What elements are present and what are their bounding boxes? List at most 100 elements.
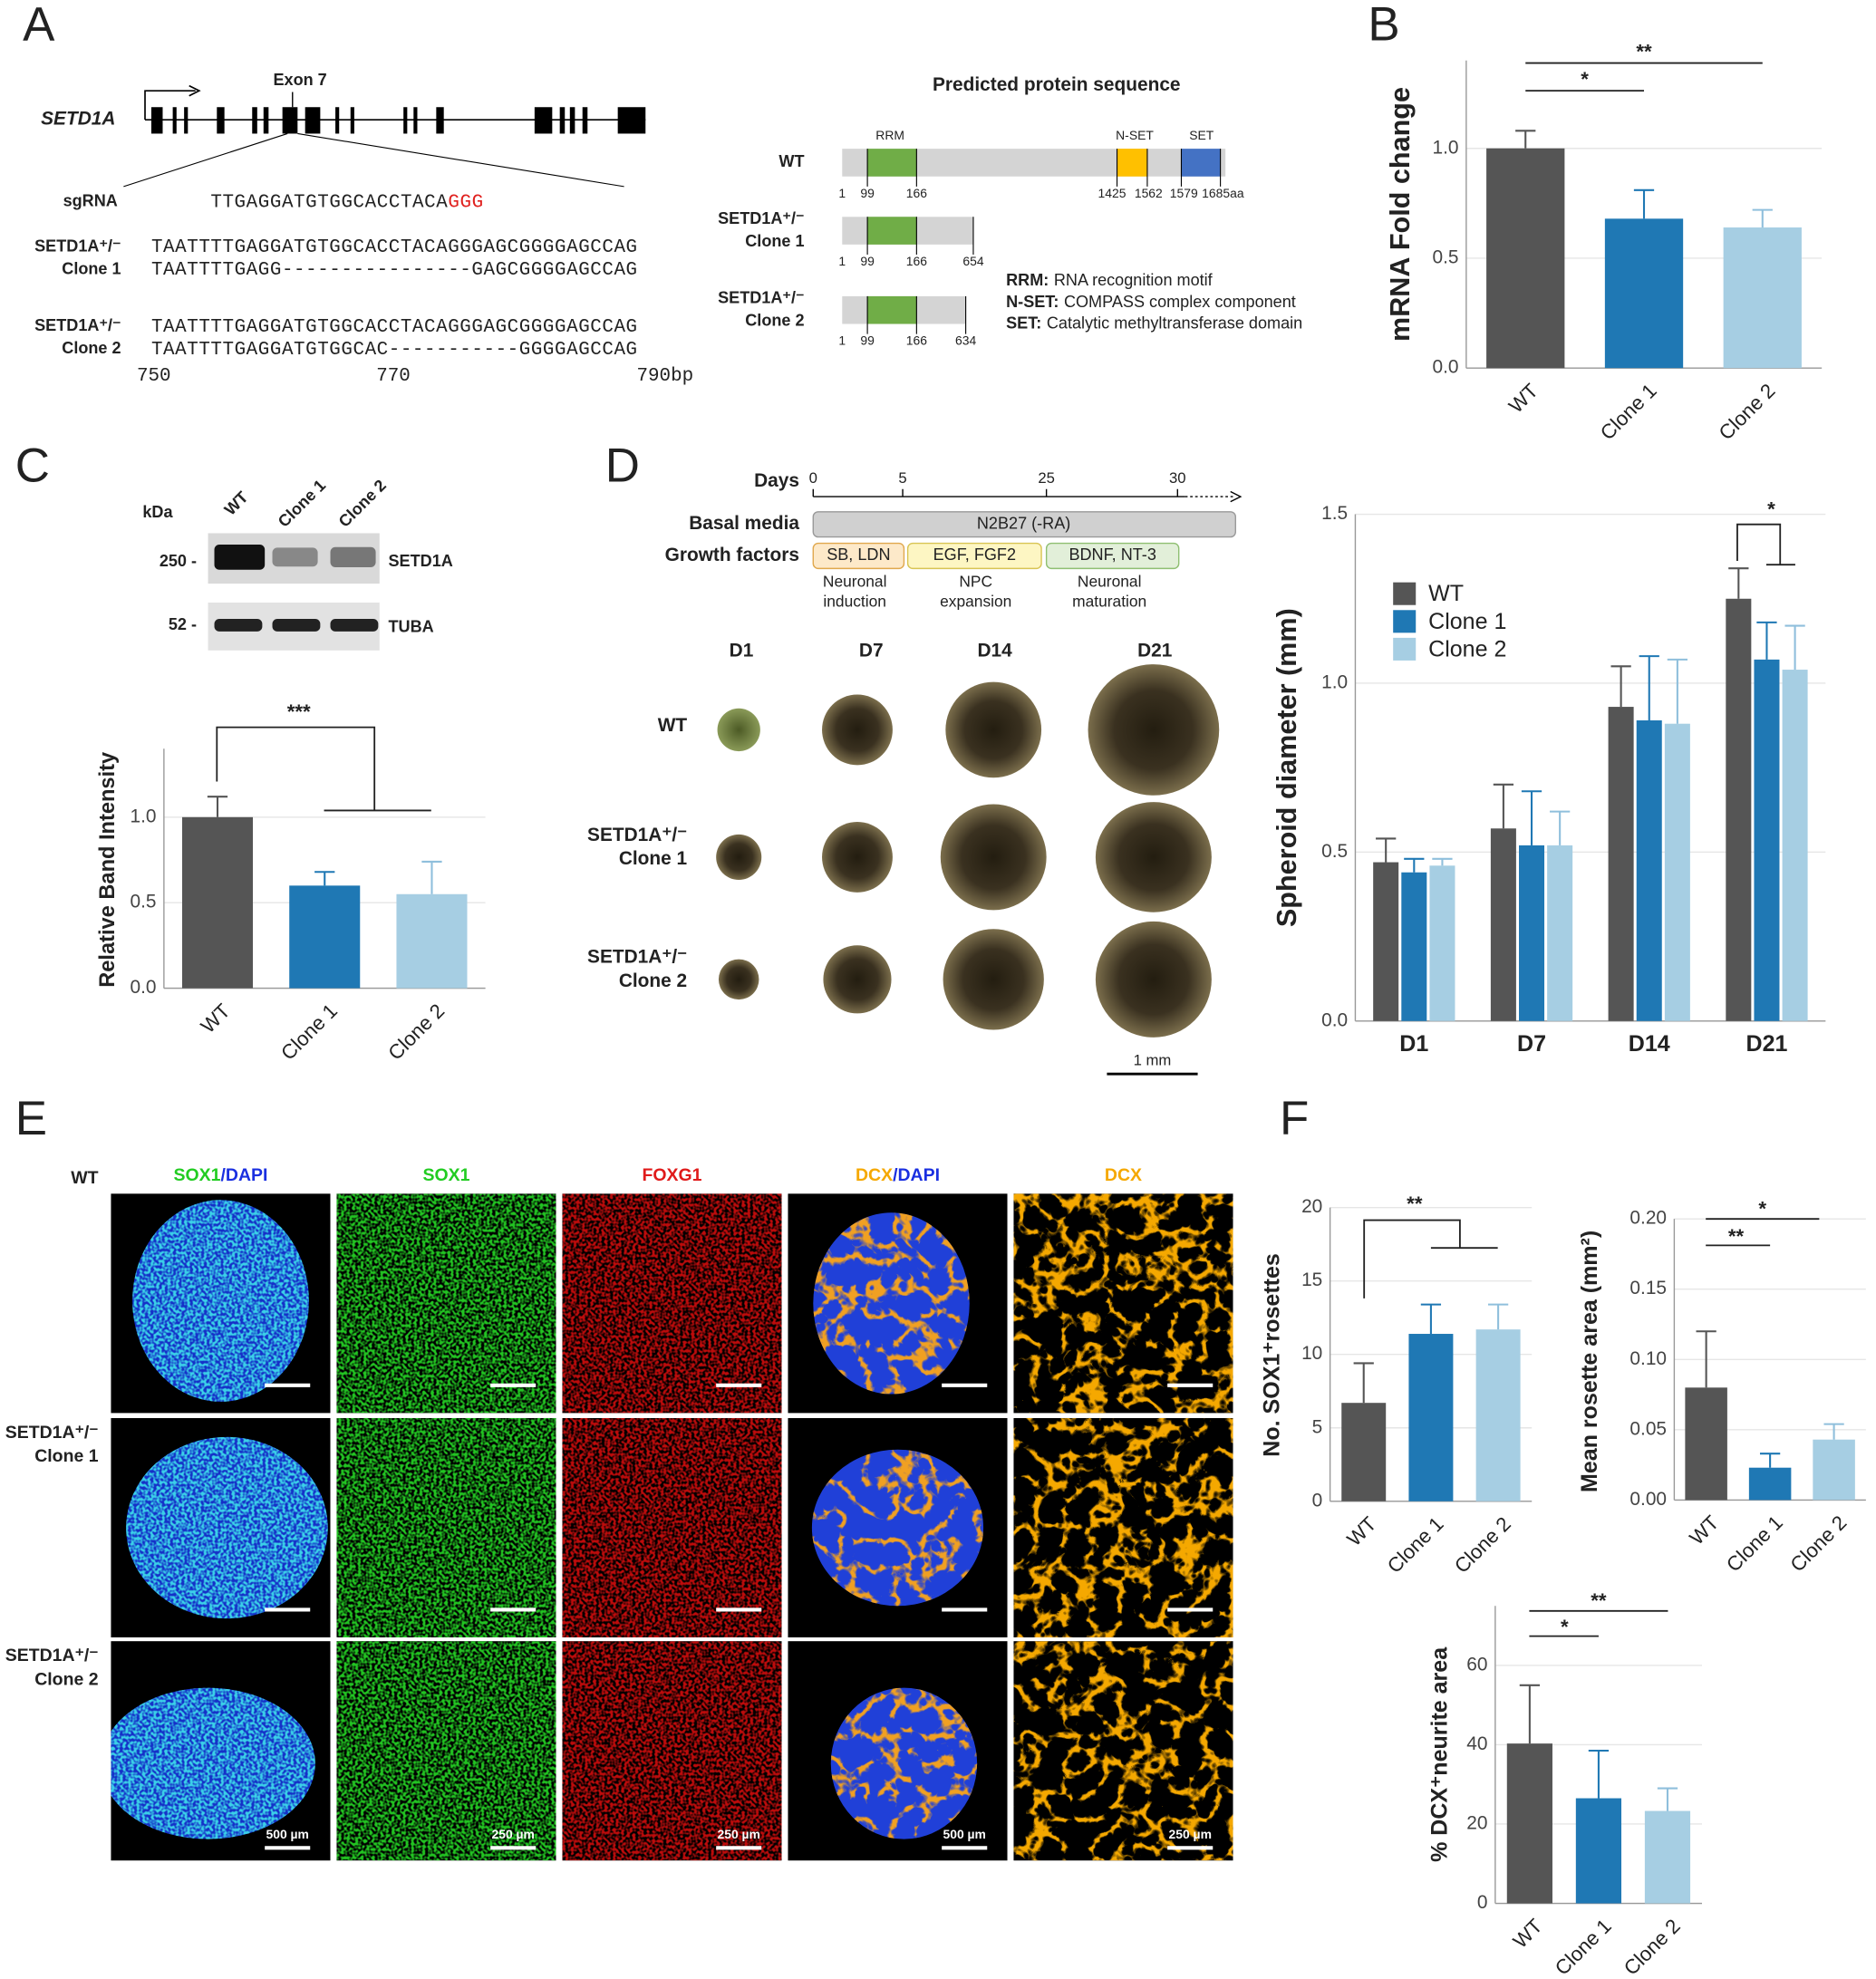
error-bar (1696, 1330, 1716, 1388)
spheroid (1088, 664, 1220, 796)
x-tick-label: Clone 1 (1383, 1512, 1448, 1578)
lane-label: WT (221, 488, 252, 519)
spheroid (1095, 921, 1212, 1038)
significance: * (1758, 1197, 1766, 1220)
row-label: Growth factors (665, 545, 799, 565)
significance: * (1561, 1616, 1569, 1638)
day-label: 25 (1038, 469, 1055, 487)
ruler-label: 750 (137, 366, 171, 387)
y-tick-label: 0.0 (1433, 357, 1459, 378)
dcx (830, 1687, 978, 1839)
bar (1506, 1743, 1552, 1904)
bar (1486, 148, 1565, 369)
significance: * (1581, 68, 1589, 91)
nset-domain (1117, 149, 1147, 177)
exon (436, 107, 444, 134)
stain (132, 1200, 309, 1402)
stain (811, 1449, 984, 1607)
sequence: TAATTTTGAGGATGTGGCACCTACAGGGAGCGGGGAGCCA… (151, 237, 637, 258)
legend-key: SET: (1006, 314, 1041, 332)
row-label: Clone 2 (34, 1669, 98, 1689)
y-tick-label: 0.0 (131, 977, 157, 998)
band (330, 619, 379, 632)
x-tick-label: WT (1685, 1511, 1723, 1549)
significance: ** (1636, 40, 1652, 63)
error-bar (1639, 655, 1659, 720)
position: 166 (906, 333, 927, 348)
stain-field (1013, 1193, 1233, 1414)
band (272, 547, 318, 567)
exon (350, 107, 354, 134)
bar (1754, 659, 1780, 1021)
sequence: TAATTTTGAGGATGTGGCAC-----------GGGGAGCCA… (151, 340, 637, 361)
legend-text: RNA recognition motif (1054, 271, 1214, 289)
dcx (811, 1449, 984, 1607)
error-bar (1519, 1684, 1541, 1744)
header-part: SOX1 (423, 1165, 470, 1185)
domain-label: N-SET (1116, 128, 1154, 142)
scale-label: 1 mm (1134, 1052, 1172, 1069)
protein-name: SETD1A (388, 552, 452, 570)
header-part: FOXG1 (642, 1165, 701, 1185)
ruler-label: 770 (376, 366, 411, 387)
row-label: Clone 2 (619, 970, 687, 991)
error-bar (1756, 621, 1777, 660)
protein-name: TUBA (388, 618, 433, 636)
clone-label: Clone 1 (62, 259, 121, 277)
exon (172, 107, 177, 134)
rrm-domain (867, 217, 917, 245)
band (214, 619, 263, 632)
stain (562, 1417, 782, 1638)
x-tick-label: WT (1509, 1915, 1547, 1953)
bar (1748, 1467, 1792, 1501)
exon (559, 107, 566, 134)
timepoint: D1 (730, 641, 754, 661)
exon (150, 107, 163, 134)
error-bar (1487, 1303, 1509, 1330)
domain-label: RRM (875, 128, 904, 142)
rrm-domain (867, 295, 917, 324)
position: 99 (860, 186, 875, 200)
x-tick-label: D7 (1517, 1031, 1546, 1057)
x-tick-label: Clone 2 (1450, 1512, 1515, 1578)
stain (336, 1641, 556, 1861)
y-tick-label: 1.5 (1321, 503, 1348, 524)
day-label: 30 (1169, 469, 1186, 487)
bar (1475, 1329, 1521, 1501)
legend-key: N-SET: (1006, 293, 1059, 311)
arrowhead (1230, 490, 1243, 503)
stain-field (336, 1193, 556, 1414)
stage: Neuronal (1078, 572, 1142, 590)
x-tick-label: D1 (1399, 1031, 1428, 1057)
clone-label: Clone 2 (62, 339, 121, 357)
row-label: SETD1A⁺/⁻ (5, 1423, 99, 1443)
x-tick-label: D14 (1629, 1031, 1670, 1057)
bar (289, 885, 361, 989)
panel-letter: D (605, 439, 640, 492)
stain-field (336, 1417, 556, 1638)
y-tick-label: 0.15 (1629, 1278, 1667, 1298)
y-tick-label: 0 (1477, 1892, 1488, 1913)
bar (1373, 862, 1399, 1021)
header-part: /DAPI (220, 1165, 267, 1185)
row-label: SETD1A⁺/⁻ (587, 825, 687, 845)
row-label: SETD1A⁺/⁻ (718, 209, 804, 227)
stain (813, 1212, 970, 1395)
clone-label: SETD1A⁺/⁻ (34, 237, 121, 255)
error-bar (1667, 658, 1688, 724)
x-tick-label: Clone 1 (1596, 379, 1661, 444)
marker: 250 - (160, 552, 197, 570)
sgrna-seq: TTGAGGATGTGGCACCTACA (210, 192, 448, 213)
day-label: 5 (898, 469, 906, 487)
error-bar (314, 871, 335, 886)
panel-letter: C (15, 439, 50, 492)
error-bar (1633, 188, 1655, 219)
lane-label: Clone 1 (275, 476, 329, 530)
row-label: Clone 1 (745, 232, 804, 250)
x-tick-label: Clone 1 (1551, 1915, 1616, 1979)
y-tick-label: 1.0 (1321, 671, 1348, 692)
stain-field (562, 1193, 782, 1414)
legend-entry: RRM: RNA recognition motif (1006, 271, 1214, 289)
exon (534, 107, 553, 134)
stain-field (562, 1417, 782, 1638)
